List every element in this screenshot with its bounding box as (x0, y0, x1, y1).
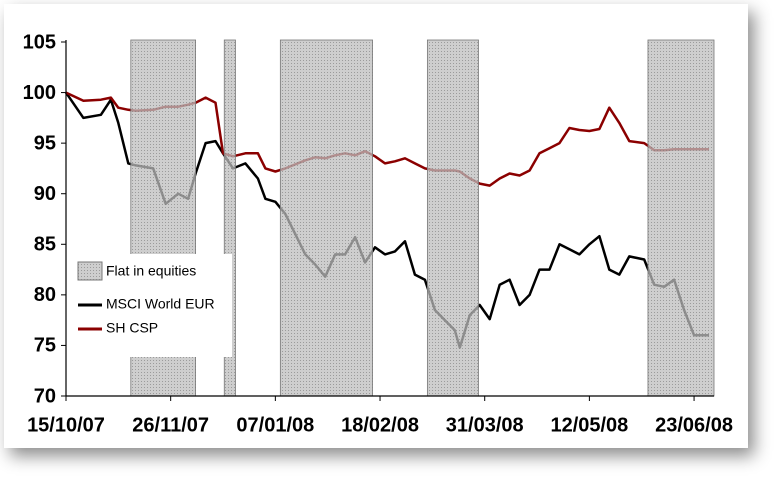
y-tick-label: 100 (23, 82, 56, 104)
x-tick-label: 18/02/08 (341, 414, 419, 436)
legend-label: Flat in equities (106, 263, 196, 279)
y-tick-label: 85 (34, 234, 56, 256)
x-tick-label: 15/10/07 (27, 414, 105, 436)
legend-label: MSCI World EUR (106, 296, 215, 312)
y-tick-label: 95 (34, 132, 56, 154)
flat-period (647, 39, 715, 397)
y-tick-label: 75 (34, 335, 56, 357)
y-tick-label: 90 (34, 183, 56, 205)
legend-swatch (77, 261, 103, 281)
legend: Flat in equities MSCI World EUR SH CSP (72, 254, 232, 357)
x-tick-label: 12/05/08 (550, 414, 628, 436)
x-tick-label: 23/06/08 (655, 414, 733, 436)
flat-period (279, 39, 373, 397)
x-tick-label: 07/01/08 (236, 414, 314, 436)
y-tick-label: 105 (23, 31, 56, 53)
chart-frame (4, 4, 748, 448)
legend-label: SH CSP (106, 320, 158, 336)
flat-period (426, 39, 479, 397)
y-tick-label: 80 (34, 284, 56, 306)
x-tick-label: 26/11/07 (132, 414, 209, 436)
x-tick-label: 31/03/08 (446, 414, 524, 436)
y-tick-label: 70 (34, 385, 56, 407)
